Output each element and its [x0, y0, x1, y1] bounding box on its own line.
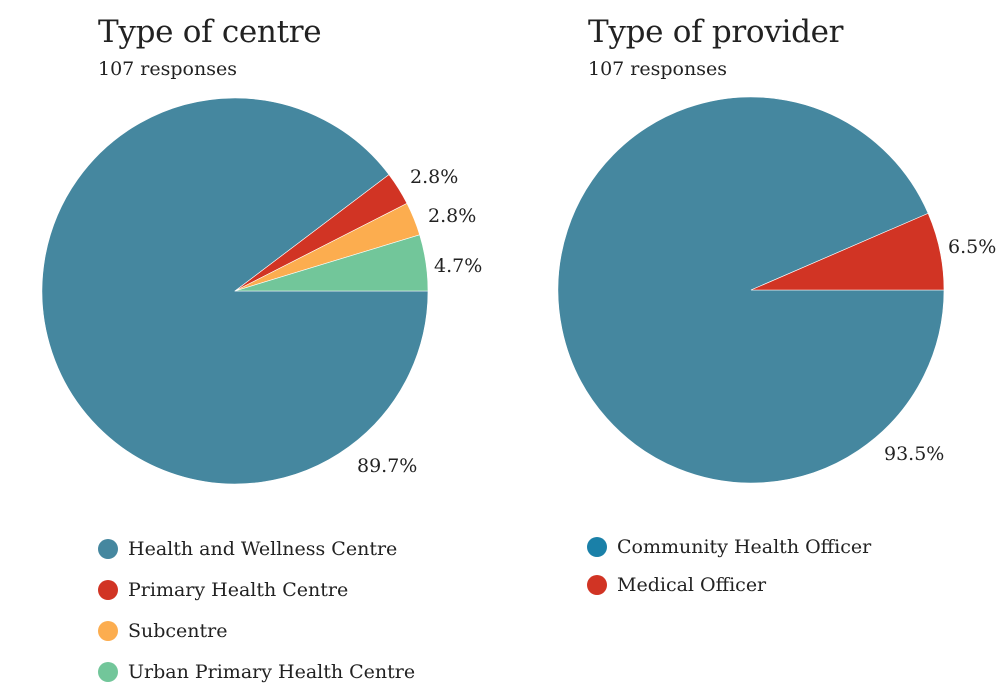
chart-subtitle-provider: 107 responses	[588, 58, 727, 80]
slice-percent-label: 4.7%	[434, 255, 482, 277]
legend-label: Subcentre	[128, 619, 228, 642]
slice-percent-label: 2.8%	[410, 166, 458, 188]
legend-label: Health and Wellness Centre	[128, 537, 398, 560]
slice-percent-label: 6.5%	[948, 236, 996, 258]
legend-swatch	[587, 537, 607, 557]
chart-title-provider: Type of provider	[588, 14, 844, 50]
chart-title-centre: Type of centre	[98, 14, 322, 50]
legend-swatch	[98, 620, 118, 641]
legend-item[interactable]: Community Health Officer	[587, 528, 871, 566]
legend-item[interactable]: Subcentre	[98, 610, 415, 651]
pie-slice[interactable]	[234, 234, 429, 292]
legend-provider: Community Health Officer Medical Officer	[587, 528, 871, 604]
legend-swatch	[587, 575, 607, 595]
legend-label: Primary Health Centre	[128, 578, 349, 601]
legend-centre: Health and Wellness Centre Primary Healt…	[98, 528, 415, 692]
pie-slice[interactable]	[750, 212, 945, 291]
legend-item[interactable]: Health and Wellness Centre	[98, 528, 415, 569]
slice-percent-label: 2.8%	[428, 205, 476, 227]
legend-swatch	[98, 538, 118, 559]
legend-swatch	[98, 661, 118, 682]
chart-subtitle-centre: 107 responses	[98, 58, 237, 80]
legend-label: Community Health Officer	[617, 536, 872, 558]
legend-label: Urban Primary Health Centre	[128, 660, 416, 683]
legend-item[interactable]: Urban Primary Health Centre	[98, 651, 415, 692]
legend-item[interactable]: Medical Officer	[587, 566, 871, 604]
legend-label: Medical Officer	[617, 574, 767, 596]
legend-item[interactable]: Primary Health Centre	[98, 569, 415, 610]
slice-percent-label: 93.5%	[884, 443, 944, 465]
legend-swatch	[98, 579, 118, 600]
slice-percent-label: 89.7%	[357, 455, 417, 477]
